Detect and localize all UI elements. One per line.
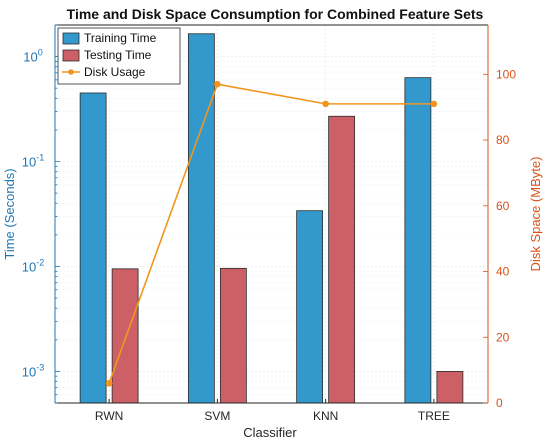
x-tick-label-tree: TREE — [418, 409, 450, 423]
y-tick-label-left: 100 — [23, 48, 42, 65]
legend-label-disk-usage: Disk Usage — [84, 65, 146, 79]
bar-testing-time-tree — [436, 371, 464, 404]
y-tick-label-left: 10-1 — [22, 153, 44, 170]
bars-layer — [79, 33, 464, 404]
y-tick-label-right: 100 — [496, 67, 516, 81]
y-axis-label-right: Disk Space (MByte) — [528, 157, 543, 272]
line-disk-usage — [108, 83, 434, 384]
bar-testing-time-knn — [328, 115, 356, 404]
axes-layer: RWN SVM KNN TREE 10-3 10-2 10-1 100 0 20 40 60 80 100 — [22, 24, 516, 423]
line-layer — [105, 80, 438, 387]
y-axis-label-left: Time (Seconds) — [2, 168, 17, 259]
y-tick-label-right: 80 — [496, 133, 510, 147]
bar-training-time-rwn — [79, 92, 107, 404]
bar-training-time-svm — [187, 33, 215, 404]
x-tick-label-knn: KNN — [313, 409, 338, 423]
x-tick-label-svm: SVM — [204, 409, 230, 423]
bar-training-time-tree — [404, 77, 432, 404]
chart-title: Time and Disk Space Consumption for Comb… — [67, 6, 484, 22]
y-tick-label-right: 40 — [496, 265, 510, 279]
legend-swatch-training-time — [62, 32, 80, 45]
y-tick-label-right: 60 — [496, 199, 510, 213]
bar-training-time-knn — [296, 210, 324, 404]
y-tick-label-right: 0 — [496, 396, 503, 410]
x-axis-label: Classifier — [243, 425, 297, 440]
x-tick-label-rwn: RWN — [95, 409, 123, 423]
bar-testing-time-rwn — [111, 268, 139, 404]
legend-marker-disk-usage — [68, 69, 74, 75]
y-tick-label-right: 20 — [496, 330, 510, 344]
point-disk-usage-tree — [430, 100, 438, 108]
bar-testing-time-svm — [219, 267, 247, 404]
legend-label-training-time: Training Time — [84, 31, 157, 45]
y-tick-label-left: 10-2 — [22, 257, 44, 274]
point-disk-usage-knn — [322, 100, 329, 108]
legend-label-testing-time: Testing Time — [84, 48, 152, 62]
point-disk-usage-rwn — [105, 379, 113, 387]
point-disk-usage-svm — [214, 80, 221, 88]
legend: Training Time Testing Time Disk Usage — [57, 27, 181, 85]
y-tick-label-left: 10-3 — [22, 362, 44, 379]
legend-swatch-testing-time — [62, 49, 80, 62]
